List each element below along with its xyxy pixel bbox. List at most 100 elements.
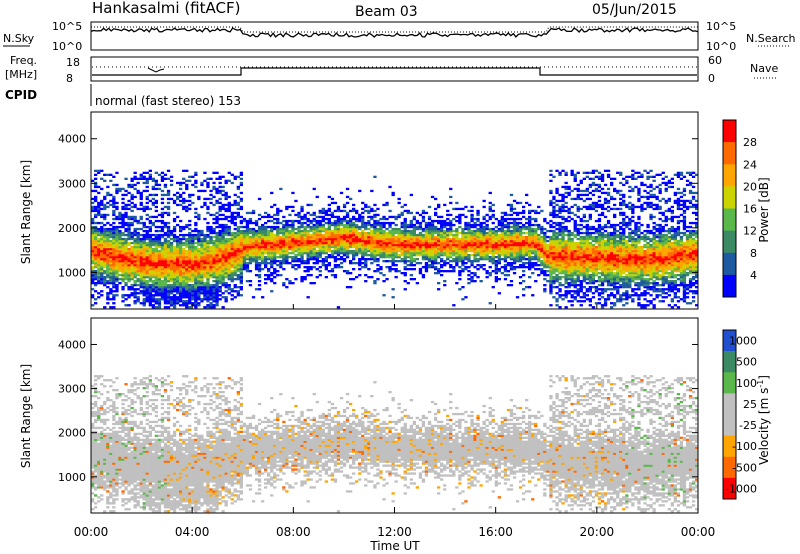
- power-cell: [345, 187, 350, 191]
- power-cell: [148, 177, 152, 180]
- power-cell: [394, 276, 398, 279]
- power-cell: [127, 288, 131, 291]
- freq-tick-top: 18: [66, 56, 80, 69]
- power-cell: [503, 254, 508, 257]
- power-cell: [476, 243, 480, 247]
- power-cell: [312, 235, 316, 239]
- power-cell: [424, 249, 429, 253]
- power-cell: [112, 199, 116, 203]
- power-cell: [203, 179, 207, 182]
- power-cell: [185, 268, 189, 271]
- power-cell: [464, 221, 468, 225]
- power-cell: [236, 276, 240, 279]
- power-cell: [169, 266, 174, 269]
- power-cell: [512, 229, 517, 233]
- power-cell: [151, 272, 155, 275]
- power-cell: [227, 231, 231, 235]
- power-cell: [103, 276, 107, 279]
- power-cell: [297, 266, 301, 269]
- power-cell: [555, 270, 559, 273]
- power-cell: [163, 306, 168, 309]
- power-cell: [506, 203, 511, 207]
- power-cell: [230, 203, 234, 207]
- power-cell: [188, 254, 192, 257]
- power-cell: [543, 254, 547, 257]
- power-cell: [112, 270, 116, 273]
- power-cell: [464, 266, 468, 269]
- power-cell: [485, 252, 489, 255]
- power-cell: [139, 247, 143, 251]
- power-cell: [133, 294, 137, 297]
- power-cell: [233, 256, 237, 259]
- power-cell: [415, 221, 419, 225]
- power-cell: [91, 260, 95, 263]
- power-cell: [100, 201, 104, 205]
- power-cell: [163, 284, 168, 287]
- power-cell: [188, 245, 192, 249]
- power-cell: [218, 247, 222, 251]
- power-cell: [303, 213, 307, 217]
- power-cell: [427, 225, 432, 229]
- power-cell: [133, 241, 137, 245]
- power-cell: [279, 262, 283, 265]
- power-cell: [121, 288, 125, 291]
- power-cell: [409, 258, 413, 261]
- power-cell: [169, 288, 174, 291]
- power-cell: [172, 272, 177, 275]
- power-cell: [336, 221, 341, 225]
- power-cell: [309, 203, 313, 207]
- power-cell: [215, 300, 219, 303]
- power-cell: [279, 229, 283, 233]
- power-cell: [206, 282, 210, 285]
- power-cell: [285, 249, 289, 253]
- power-cell: [330, 215, 335, 219]
- power-cell: [291, 282, 295, 285]
- power-cell: [558, 211, 562, 215]
- power-cell: [318, 245, 322, 249]
- power-cell: [194, 296, 198, 299]
- power-cell: [345, 229, 350, 233]
- power-cell: [312, 211, 316, 215]
- power-cell: [133, 276, 137, 279]
- power-cell: [409, 247, 413, 251]
- power-cell: [248, 280, 253, 283]
- power-cell: [142, 270, 146, 273]
- power-cell: [497, 245, 501, 249]
- power-cell: [318, 254, 322, 257]
- power-cell: [227, 286, 231, 289]
- power-cell: [309, 229, 313, 233]
- power-cell: [364, 231, 368, 235]
- power-cell: [212, 296, 216, 299]
- power-cell: [251, 237, 256, 241]
- power-cell: [427, 266, 432, 269]
- power-cell: [534, 233, 538, 237]
- power-cell: [154, 298, 158, 301]
- power-cell: [273, 256, 277, 259]
- power-cell: [352, 254, 356, 257]
- power-cell: [151, 221, 155, 225]
- power-cell: [522, 270, 526, 273]
- power-cell: [279, 221, 283, 225]
- power-cell: [567, 207, 571, 211]
- power-cell: [455, 252, 459, 255]
- power-cell: [515, 252, 520, 255]
- power-cell: [124, 233, 128, 237]
- power-cell: [409, 274, 413, 277]
- power-cell: [91, 243, 95, 247]
- power-cell: [424, 268, 429, 271]
- power-cell: [91, 237, 95, 241]
- power-cell: [528, 203, 532, 207]
- power-cell: [245, 254, 250, 257]
- power-cell: [300, 247, 304, 251]
- power-cell: [455, 231, 459, 235]
- power-cell: [257, 270, 262, 273]
- power-cell: [327, 221, 331, 225]
- power-cell: [534, 262, 538, 265]
- power-cell: [127, 203, 131, 207]
- power-cell: [188, 233, 192, 237]
- power-cell: [148, 237, 152, 241]
- power-cell: [185, 284, 189, 287]
- power-cell: [197, 292, 201, 295]
- power-cell: [236, 231, 240, 235]
- power-cell: [218, 175, 222, 178]
